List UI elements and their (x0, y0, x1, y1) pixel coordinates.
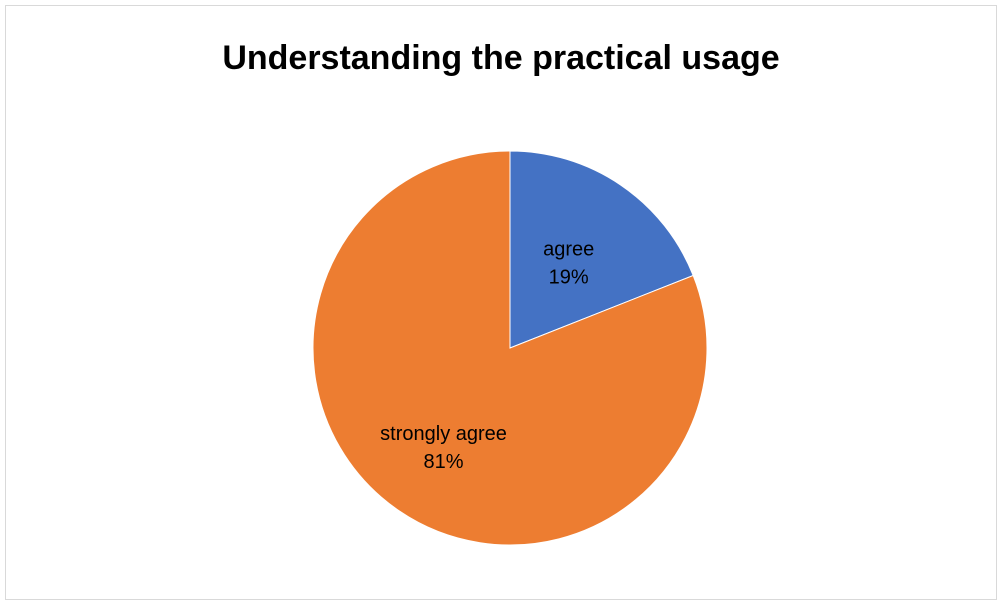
slice-category-label: agree (543, 239, 594, 261)
slice-percent-label: 81% (424, 451, 464, 473)
pie-slices (312, 150, 708, 546)
chart-title: Understanding the practical usage (222, 39, 780, 77)
pie-slice-strongly-agree (312, 150, 708, 546)
slice-percent-label: 19% (549, 267, 589, 289)
slice-category-label: strongly agree (380, 423, 507, 445)
pie-slice-agree (509, 150, 694, 349)
pie-labels: agree 19% strongly agree 81% (380, 239, 594, 473)
